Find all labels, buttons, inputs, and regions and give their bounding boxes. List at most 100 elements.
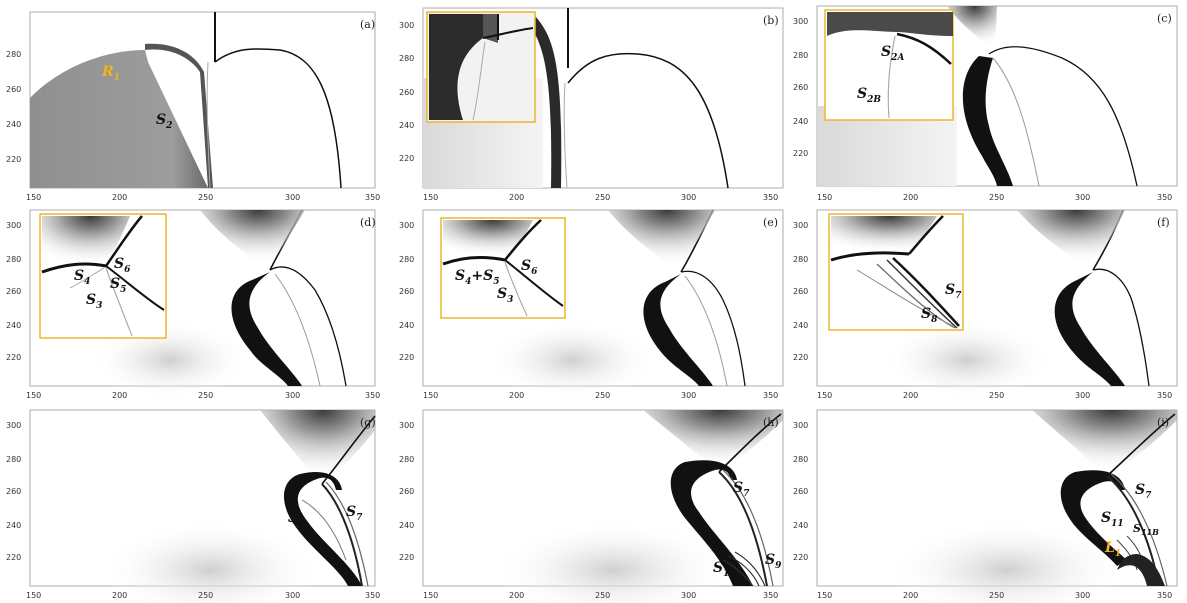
svg-text:240: 240 xyxy=(399,521,414,530)
svg-text:280: 280 xyxy=(6,455,21,464)
svg-text:150: 150 xyxy=(817,591,832,600)
annotation-s3: S3 xyxy=(497,286,513,305)
annotation-s4-s5: S4+S5 xyxy=(455,268,500,287)
svg-text:350: 350 xyxy=(1157,391,1172,400)
svg-text:300: 300 xyxy=(793,221,808,230)
s2-shock xyxy=(563,82,568,189)
weak-shock xyxy=(684,275,728,387)
svg-text:350: 350 xyxy=(365,391,380,400)
y-axis-ticks: 220 240 260 280 xyxy=(6,50,21,164)
vortex-body xyxy=(231,272,302,386)
x-axis-ticks: 150 200 250 300 350 xyxy=(26,591,380,600)
inset xyxy=(39,213,167,339)
svg-text:350: 350 xyxy=(1157,591,1172,600)
svg-text:240: 240 xyxy=(793,521,808,530)
svg-text:220: 220 xyxy=(399,353,414,362)
rarefaction-region xyxy=(30,50,208,188)
annotation-s5: S5 xyxy=(110,276,126,295)
panel-e: (e) S6 S4+S5 S3 220 240 260 280 300 150 … xyxy=(399,209,784,400)
vortex-body xyxy=(643,274,713,386)
svg-text:300: 300 xyxy=(6,221,21,230)
svg-text:260: 260 xyxy=(399,88,414,97)
svg-text:200: 200 xyxy=(509,391,524,400)
s7-shock-2 xyxy=(1110,473,1168,587)
svg-text:240: 240 xyxy=(793,117,808,126)
svg-text:350: 350 xyxy=(763,391,778,400)
panel-f: (f) S7 S8 220 240 260 280 300 150 200 25… xyxy=(793,209,1178,400)
svg-text:220: 220 xyxy=(399,154,414,163)
s7-shock xyxy=(718,471,768,587)
svg-text:250: 250 xyxy=(595,193,610,202)
y-axis-ticks: 220 240 260 280 300 xyxy=(793,221,808,362)
s8-shock xyxy=(301,499,347,561)
svg-text:200: 200 xyxy=(903,391,918,400)
svg-text:300: 300 xyxy=(1075,193,1090,202)
top-shock xyxy=(1106,413,1176,477)
annotation-s11b: S11B xyxy=(1133,522,1159,537)
annotation-s6: S6 xyxy=(114,256,131,275)
svg-text:200: 200 xyxy=(509,591,524,600)
top-shock xyxy=(321,415,376,485)
panel-label: (f) xyxy=(1157,216,1170,229)
svg-text:350: 350 xyxy=(365,591,380,600)
soft-shading xyxy=(887,520,1127,603)
dark-top xyxy=(643,410,783,472)
soft-shading xyxy=(90,320,250,400)
svg-text:240: 240 xyxy=(6,521,21,530)
annotation-s3: S3 xyxy=(86,292,102,311)
svg-text:150: 150 xyxy=(423,591,438,600)
svg-text:250: 250 xyxy=(989,391,1004,400)
y-axis-ticks: 220 240 260 280 300 xyxy=(399,21,414,163)
y-axis-ticks: 220 240 260 280 300 xyxy=(399,221,414,362)
svg-text:300: 300 xyxy=(6,421,21,430)
annotation-s8: S8 xyxy=(921,306,938,325)
vortex-body xyxy=(1054,272,1125,386)
svg-text:350: 350 xyxy=(763,193,778,202)
svg-text:250: 250 xyxy=(198,193,213,202)
panel-label: (g) xyxy=(360,416,376,429)
vortex-body xyxy=(1060,470,1127,566)
svg-text:260: 260 xyxy=(793,83,808,92)
shock-dome xyxy=(269,266,347,387)
svg-text:280: 280 xyxy=(6,50,21,59)
svg-text:200: 200 xyxy=(112,591,127,600)
svg-text:150: 150 xyxy=(423,391,438,400)
panel-label: (b) xyxy=(763,14,779,27)
inset xyxy=(440,217,566,319)
inset xyxy=(426,11,536,123)
soft-shading xyxy=(882,320,1052,400)
svg-text:280: 280 xyxy=(793,255,808,264)
svg-text:250: 250 xyxy=(595,591,610,600)
svg-text:250: 250 xyxy=(198,391,213,400)
svg-text:240: 240 xyxy=(399,321,414,330)
svg-text:260: 260 xyxy=(793,487,808,496)
weak-shock xyxy=(274,273,321,387)
x-axis-ticks: 150 200 250 300 350 xyxy=(423,391,778,400)
s7-shock-2 xyxy=(325,481,369,587)
annotation-s4: S4 xyxy=(74,268,90,287)
inset xyxy=(824,9,954,121)
dark-top xyxy=(1017,210,1125,268)
panel-d: (d) S6 S4 S5 S3 220 240 260 280 300 150 … xyxy=(6,209,380,400)
dark-top xyxy=(947,6,997,51)
svg-text:350: 350 xyxy=(763,591,778,600)
soft-shading xyxy=(488,320,658,400)
svg-text:300: 300 xyxy=(793,421,808,430)
svg-text:260: 260 xyxy=(6,85,21,94)
panel-label: (c) xyxy=(1157,12,1172,25)
shock-dome xyxy=(214,48,342,189)
y-axis-ticks: 220 240 260 280 300 xyxy=(6,421,21,562)
svg-text:220: 220 xyxy=(6,155,21,164)
svg-text:200: 200 xyxy=(903,591,918,600)
annotation-s2b: S2B xyxy=(857,86,881,105)
annotation-r1: R1 xyxy=(101,64,120,83)
soft-shading xyxy=(493,520,733,603)
annotation-s7: S7 xyxy=(733,480,750,499)
panel-i: (i) S7 S11 S11B L1 220 240 260 280 300 1… xyxy=(793,409,1178,603)
svg-text:220: 220 xyxy=(6,553,21,562)
panel-label: (e) xyxy=(763,216,778,229)
x-axis-ticks: 150 200 250 300 350 xyxy=(817,591,1172,600)
svg-text:350: 350 xyxy=(1157,193,1172,202)
x-axis-ticks: 150 200 250 300 350 xyxy=(423,591,778,600)
svg-text:240: 240 xyxy=(6,321,21,330)
